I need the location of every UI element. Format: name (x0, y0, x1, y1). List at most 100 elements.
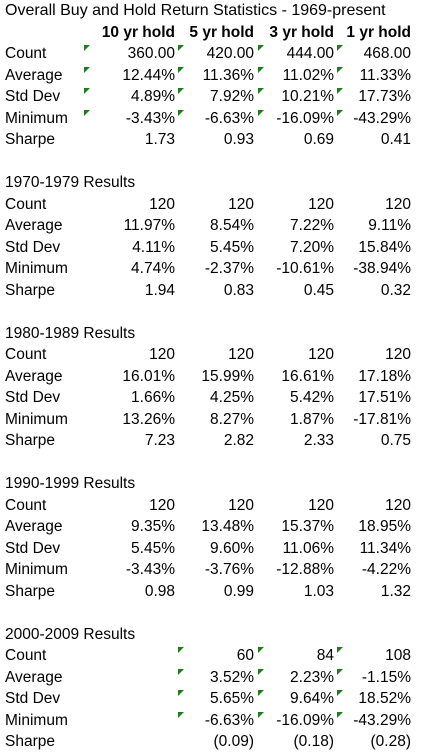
stat-value: 9.11% (368, 217, 411, 234)
stat-row: Sharpe 1.94 0.83 0.45 0.32 (0, 280, 421, 302)
stat-value: 0.98 (144, 582, 175, 600)
error-indicator-icon[interactable] (258, 668, 264, 675)
stat-value: 2.23% (290, 668, 334, 686)
error-indicator-icon[interactable] (178, 711, 184, 718)
stat-row: Average 9.35% 13.48% 15.37% 18.95% (0, 516, 421, 538)
stat-label: Minimum (5, 109, 68, 127)
error-indicator-icon[interactable] (258, 88, 264, 94)
stat-label: Average (5, 518, 63, 535)
stat-label: Sharpe (5, 733, 55, 750)
error-indicator-icon[interactable] (178, 109, 184, 116)
stat-label: Average (5, 66, 63, 84)
stat-value: 18.95% (358, 518, 411, 535)
stat-value: (0.28) (370, 733, 412, 750)
stat-value: 120 (228, 346, 254, 363)
stat-value: -3.43% (125, 561, 175, 578)
stat-value: -1.15% (361, 668, 411, 686)
stat-value: 8.27% (210, 410, 254, 428)
error-indicator-icon[interactable] (337, 647, 343, 653)
stat-value: 11.36% (202, 66, 254, 84)
stat-row: Count 360.00 420.00 444.00 468.00 (0, 43, 421, 65)
stat-value: -3.43% (125, 109, 175, 127)
stat-value: 16.61% (281, 367, 334, 385)
stat-value: 120 (228, 195, 254, 213)
section-title: 1980-1989 Results (5, 324, 136, 342)
error-indicator-icon[interactable] (337, 45, 343, 51)
stat-value: 8.54% (210, 217, 254, 234)
stat-value: 444.00 (286, 45, 334, 62)
stat-label: Sharpe (5, 432, 55, 449)
header-3yr: 3 yr hold (269, 23, 334, 41)
stat-value: 0.75 (380, 432, 411, 449)
stat-value: 60 (236, 647, 254, 664)
error-indicator-icon[interactable] (337, 66, 343, 73)
stat-value: 0.99 (223, 582, 254, 600)
stat-value: 2.33 (303, 432, 334, 449)
error-indicator-icon[interactable] (337, 668, 343, 675)
stat-label: Std Dev (5, 389, 61, 406)
stat-row: Sharpe 1.73 0.93 0.69 0.41 (0, 129, 421, 151)
stat-value: 4.11% (132, 238, 175, 256)
stat-value: -2.37% (204, 260, 254, 277)
stat-value: 120 (385, 195, 411, 213)
error-indicator-icon[interactable] (178, 45, 184, 51)
stat-row: Minimum 4.74% -2.37% -10.61% -38.94% (0, 258, 421, 280)
stat-value: -6.63% (204, 109, 254, 127)
stat-value: 120 (385, 496, 411, 514)
error-indicator-icon[interactable] (178, 668, 184, 675)
stat-row: Std Dev 5.65% 9.64% 18.52% (0, 688, 421, 710)
stat-label: Sharpe (5, 281, 55, 299)
stat-value: -6.63% (204, 711, 254, 729)
stat-value: 120 (385, 346, 411, 363)
error-indicator-icon[interactable] (258, 647, 264, 653)
error-indicator-icon[interactable] (337, 711, 343, 718)
stat-value: 360.00 (127, 45, 175, 62)
stat-value: 13.26% (122, 410, 175, 428)
stat-value: 1.03 (303, 582, 334, 600)
stat-label: Average (5, 668, 63, 686)
stat-value: -16.09% (276, 109, 334, 127)
error-indicator-icon[interactable] (258, 66, 264, 73)
stat-value: -3.76% (204, 561, 254, 578)
error-indicator-icon[interactable] (84, 45, 90, 51)
stat-label: Average (5, 217, 63, 234)
stat-value: 13.48% (201, 518, 254, 535)
error-indicator-icon[interactable] (258, 45, 264, 51)
stat-value: 120 (149, 346, 175, 363)
error-indicator-icon[interactable] (337, 88, 343, 94)
stat-value: 120 (149, 496, 175, 514)
stat-row: Average 11.97% 8.54% 7.22% 9.11% (0, 215, 421, 237)
error-indicator-icon[interactable] (258, 690, 264, 696)
error-indicator-icon[interactable] (84, 109, 90, 116)
error-indicator-icon[interactable] (84, 66, 90, 73)
stat-label: Average (5, 367, 63, 385)
spacer-row (0, 602, 421, 624)
error-indicator-icon[interactable] (84, 88, 90, 94)
stat-value: 84 (316, 647, 334, 664)
stat-value: 11.06% (282, 539, 334, 557)
header-10yr: 10 yr hold (101, 23, 175, 41)
stat-label: Std Dev (5, 690, 61, 707)
stat-value: 17.73% (358, 88, 411, 105)
header-row: 10 yr hold 5 yr hold 3 yr hold 1 yr hold (0, 22, 421, 44)
stat-row: Count 120 120 120 120 (0, 495, 421, 517)
stat-value: 108 (385, 647, 411, 664)
stat-value: 4.25% (210, 389, 254, 406)
stat-value: -10.61% (276, 260, 334, 277)
stat-value: 16.01% (122, 367, 175, 385)
results-blocks: Count 360.00 420.00 444.00 468.00 Average 12.4… (0, 43, 421, 753)
error-indicator-icon[interactable] (178, 647, 184, 653)
error-indicator-icon[interactable] (178, 66, 184, 73)
stat-value: 120 (228, 496, 254, 514)
error-indicator-icon[interactable] (337, 690, 343, 696)
error-indicator-icon[interactable] (178, 88, 184, 94)
stat-value: 0.93 (223, 131, 254, 148)
stat-value: -4.22% (361, 561, 411, 578)
error-indicator-icon[interactable] (337, 109, 343, 116)
stat-value: 1.73 (144, 131, 175, 148)
error-indicator-icon[interactable] (178, 690, 184, 696)
error-indicator-icon[interactable] (258, 711, 264, 718)
stat-value: 468.00 (363, 45, 411, 62)
spacer-row (0, 301, 421, 323)
error-indicator-icon[interactable] (258, 109, 264, 116)
